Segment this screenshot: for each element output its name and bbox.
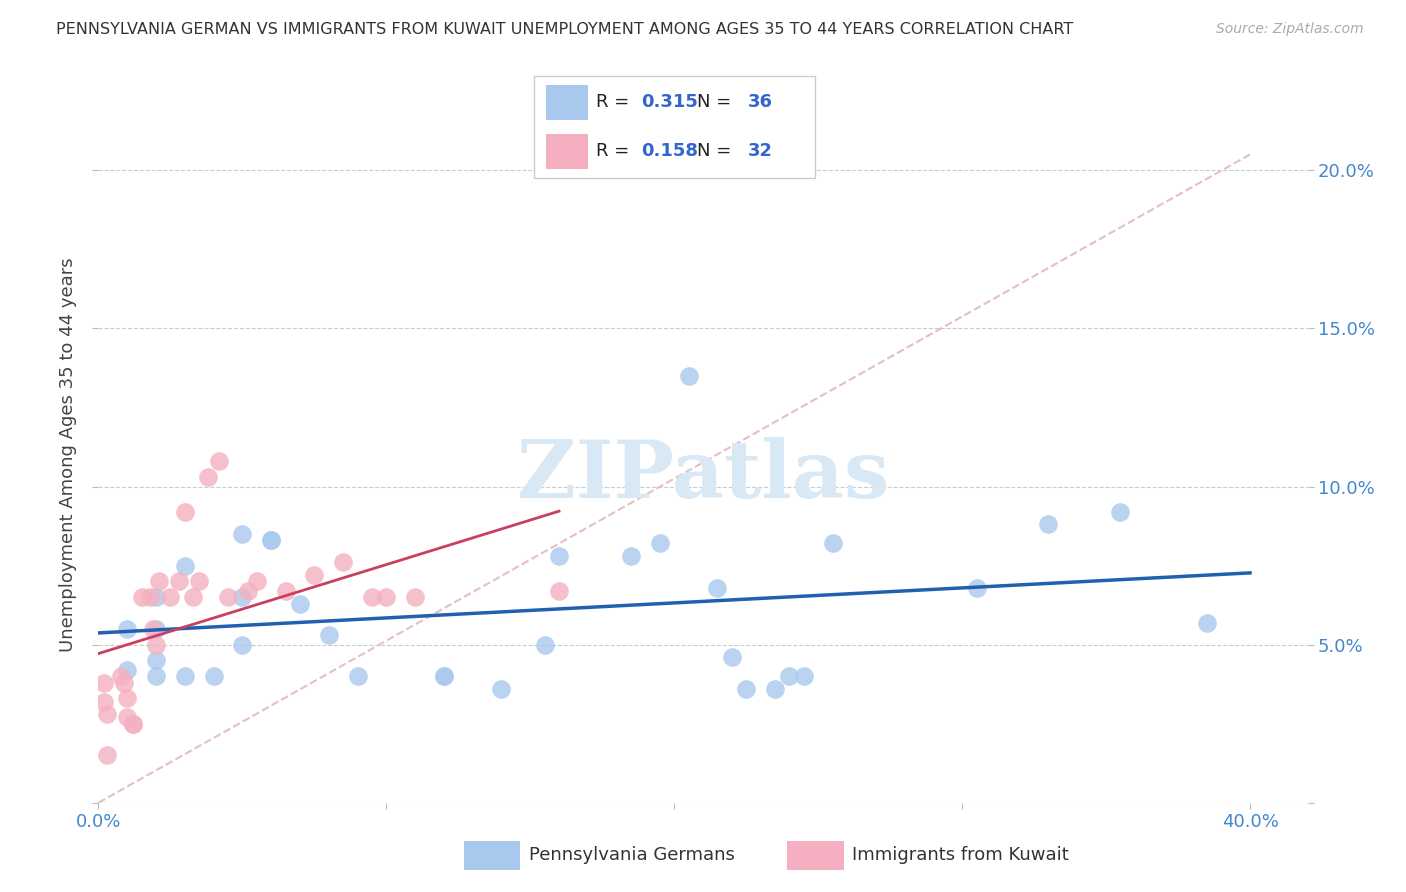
Point [173, 669, 195, 683]
Point [93, 675, 115, 690]
Point [706, 581, 728, 595]
Point [548, 549, 571, 563]
Point [145, 591, 167, 605]
Point [966, 581, 988, 595]
Point [217, 591, 239, 605]
Point [142, 622, 165, 636]
Point [375, 591, 398, 605]
Bar [546, 135, 588, 169]
Point [115, 691, 138, 706]
Text: R =: R = [596, 93, 636, 111]
Text: Pennsylvania Germans: Pennsylvania Germans [529, 847, 734, 864]
Text: 32: 32 [748, 142, 773, 161]
Text: N =: N = [697, 142, 737, 161]
Point [236, 583, 259, 598]
Point [1109, 505, 1132, 519]
Point [260, 533, 283, 548]
Text: Immigrants from Kuwait: Immigrants from Kuwait [852, 847, 1069, 864]
Text: Source: ZipAtlas.com: Source: ZipAtlas.com [1216, 22, 1364, 37]
Point [404, 591, 426, 605]
Point [197, 470, 219, 484]
Point [110, 669, 132, 683]
Point [96, 748, 118, 763]
Point [112, 675, 135, 690]
Point [548, 583, 571, 598]
Point [793, 669, 815, 683]
Point [145, 638, 167, 652]
Text: R =: R = [596, 142, 636, 161]
Point [148, 574, 170, 589]
Point [115, 663, 138, 677]
Point [173, 505, 195, 519]
Point [346, 669, 368, 683]
Text: 36: 36 [748, 93, 773, 111]
Point [188, 574, 211, 589]
Point [145, 622, 167, 636]
Y-axis label: Unemployment Among Ages 35 to 44 years: Unemployment Among Ages 35 to 44 years [59, 258, 77, 652]
Point [1195, 615, 1218, 630]
Text: 0.315: 0.315 [641, 93, 697, 111]
Point [139, 591, 162, 605]
Point [763, 681, 786, 696]
Text: N =: N = [697, 93, 737, 111]
Text: PENNSYLVANIA GERMAN VS IMMIGRANTS FROM KUWAIT UNEMPLOYMENT AMONG AGES 35 TO 44 Y: PENNSYLVANIA GERMAN VS IMMIGRANTS FROM K… [56, 22, 1074, 37]
Point [433, 669, 456, 683]
Point [288, 597, 311, 611]
Point [145, 669, 167, 683]
Point [173, 558, 195, 573]
Point [159, 591, 181, 605]
Point [96, 707, 118, 722]
Point [231, 638, 253, 652]
Point [778, 669, 800, 683]
Text: ZIPatlas: ZIPatlas [517, 437, 889, 515]
Point [122, 716, 145, 731]
Point [145, 653, 167, 667]
Point [183, 591, 205, 605]
Point [304, 568, 326, 582]
Point [821, 536, 844, 550]
Point [115, 622, 138, 636]
Point [208, 454, 231, 468]
Point [131, 591, 153, 605]
Point [735, 681, 758, 696]
Text: 0.158: 0.158 [641, 142, 699, 161]
FancyBboxPatch shape [534, 76, 815, 178]
Point [231, 591, 253, 605]
Point [533, 638, 555, 652]
Point [1038, 517, 1060, 532]
Point [167, 574, 190, 589]
Point [720, 650, 742, 665]
Point [202, 669, 225, 683]
Point [491, 681, 513, 696]
Point [361, 591, 384, 605]
Point [122, 716, 145, 731]
Point [93, 695, 115, 709]
Point [318, 628, 340, 642]
Point [678, 368, 700, 383]
Point [231, 527, 253, 541]
Point [260, 533, 283, 548]
Point [274, 583, 297, 598]
Point [648, 536, 671, 550]
Bar [546, 85, 588, 120]
Point [332, 556, 354, 570]
Point [246, 574, 269, 589]
Point [620, 549, 643, 563]
Point [433, 669, 456, 683]
Point [115, 710, 138, 724]
